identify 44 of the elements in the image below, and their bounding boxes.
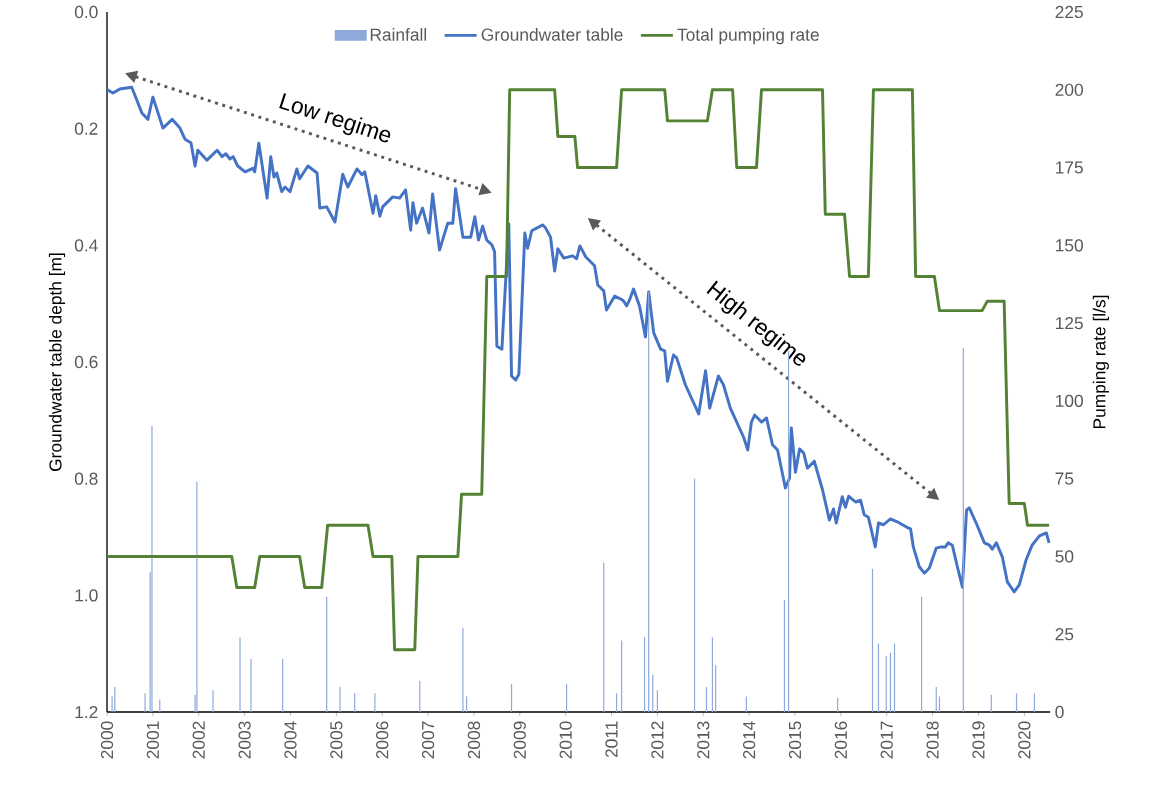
x-tick-label: 2010 — [559, 721, 572, 759]
y-tick-label: 0.2 — [74, 122, 98, 135]
y2-axis-title: Pumping rate [l/s] — [1092, 295, 1109, 428]
y-tick-label: 1.2 — [75, 705, 98, 719]
legend-label: Groundwater table — [481, 28, 623, 41]
legend-label: Rainfall — [370, 28, 427, 41]
x-tick-label: 2018 — [926, 721, 939, 759]
legend-label: Total pumping rate — [677, 28, 819, 45]
y-tick-label: 0.8 — [74, 472, 98, 485]
y-tick-label: 0.0 — [74, 5, 98, 19]
y2-tick-label: 25 — [1055, 628, 1074, 641]
x-tick-label: 2019 — [972, 721, 985, 759]
x-tick-label: 2000 — [100, 721, 114, 759]
x-tick-label: 2016 — [834, 721, 847, 759]
y2-tick-label: 125 — [1056, 316, 1083, 330]
x-tick-label: 2006 — [376, 721, 389, 759]
y-tick-label: 1.0 — [75, 589, 98, 602]
y2-tick-label: 75 — [1055, 472, 1074, 485]
y-tick-label: 0.4 — [74, 239, 98, 252]
x-tick-label: 2008 — [467, 721, 481, 759]
x-tick-label: 2009 — [513, 721, 526, 759]
x-tick-label: 2012 — [651, 721, 664, 759]
x-tick-label: 2015 — [788, 721, 802, 759]
y-axis-title: Groundwater table depth [m] — [48, 253, 66, 471]
y2-tick-label: 100 — [1056, 394, 1083, 408]
y2-tick-label: 150 — [1056, 239, 1083, 252]
y2-tick-label: 175 — [1056, 161, 1083, 174]
y2-tick-label: 200 — [1055, 83, 1083, 96]
x-tick-label: 2020 — [1018, 721, 1031, 759]
x-tick-label: 2011 — [605, 721, 618, 758]
annotation: Low regime — [279, 93, 391, 143]
y2-tick-label: 0 — [1055, 705, 1064, 719]
y2-tick-label: 225 — [1055, 5, 1083, 19]
x-tick-label: 2007 — [421, 721, 435, 759]
x-tick-label: 2005 — [330, 721, 343, 759]
x-tick-label: 2004 — [284, 721, 297, 759]
x-tick-label: 2017 — [880, 721, 893, 759]
y2-tick-label: 50 — [1055, 550, 1074, 563]
y-tick-label: 0.6 — [74, 355, 98, 369]
x-tick-label: 2014 — [742, 721, 756, 759]
x-tick-label: 2001 — [146, 721, 160, 759]
x-tick-label: 2002 — [192, 721, 205, 759]
x-tick-label: 2003 — [238, 721, 251, 759]
x-tick-label: 2013 — [697, 721, 710, 759]
